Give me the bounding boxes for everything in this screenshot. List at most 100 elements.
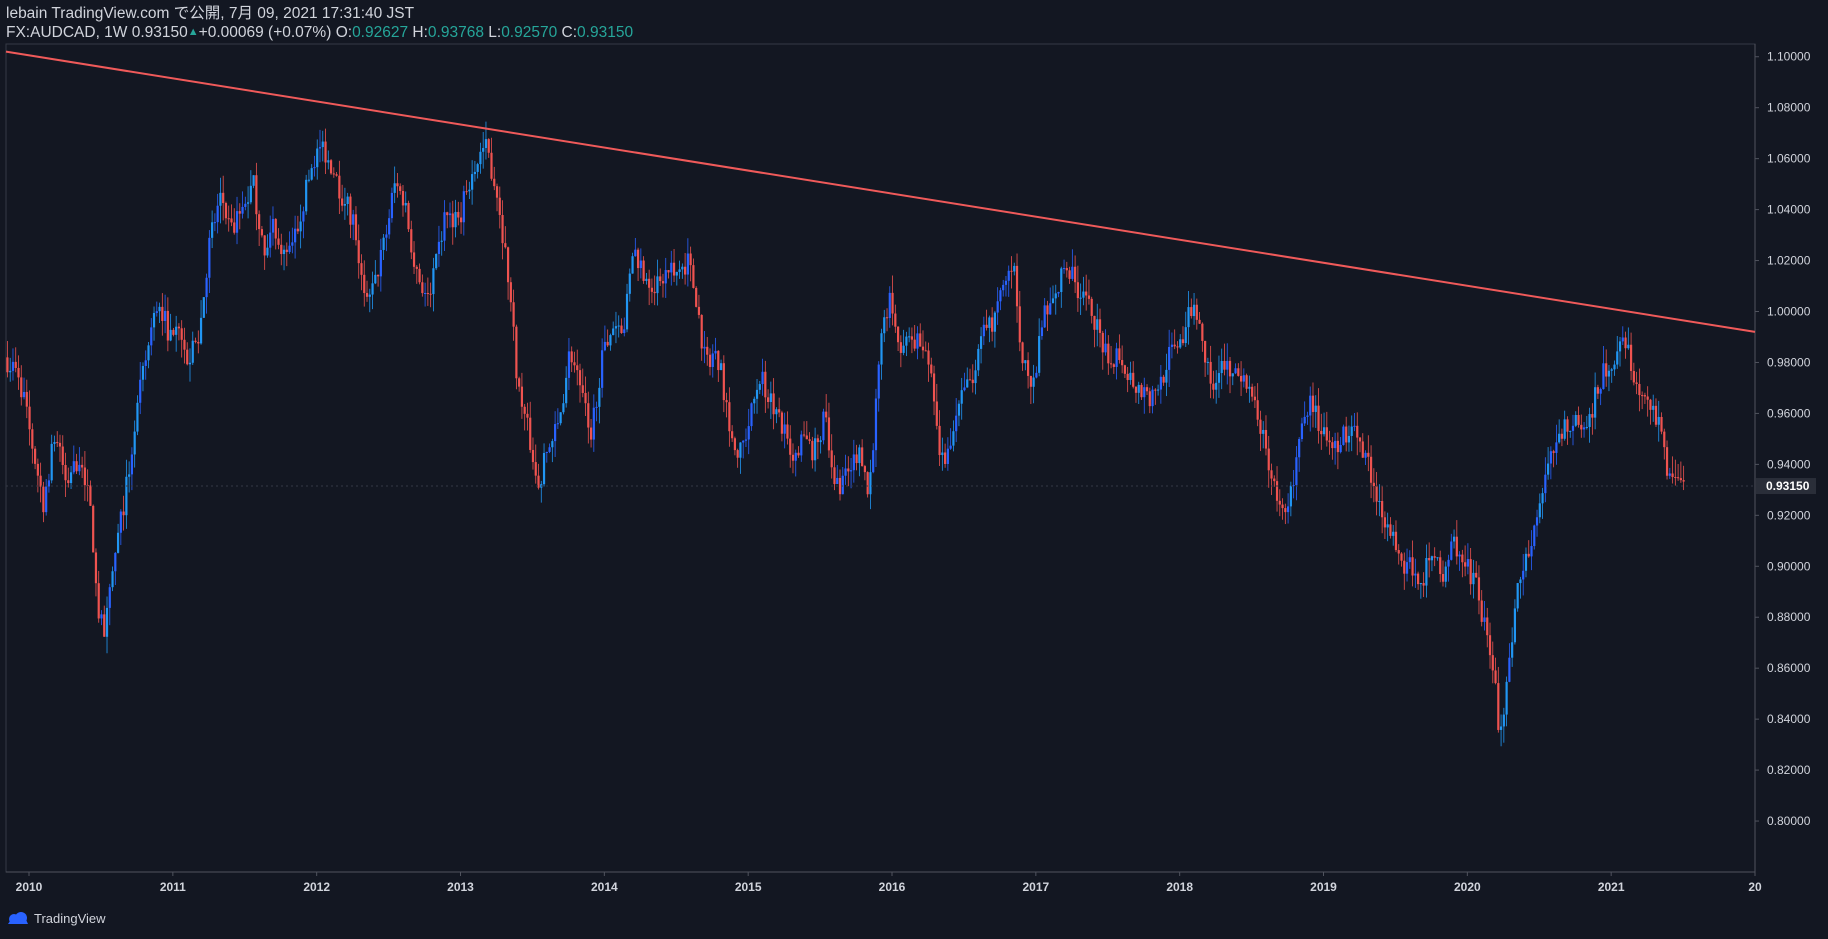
x-tick-label: 2021 — [1598, 880, 1625, 894]
candle-body — [971, 379, 974, 384]
candle-body — [993, 312, 997, 332]
candle-body — [786, 424, 789, 439]
candle-body — [1192, 304, 1196, 317]
candle-body — [703, 346, 706, 349]
candle-body — [592, 407, 595, 440]
candle-body — [1217, 373, 1221, 383]
candle-body — [1303, 416, 1306, 424]
candle-body — [1151, 389, 1154, 407]
candle-body — [587, 403, 590, 428]
candle-body — [249, 185, 252, 203]
candle-body — [979, 336, 983, 349]
candle-body — [1632, 370, 1635, 383]
candle-body — [382, 237, 385, 250]
candle-body — [534, 462, 537, 476]
candle-body — [410, 229, 413, 253]
y-tick-label: 1.06000 — [1767, 152, 1811, 166]
candle-body — [977, 348, 980, 371]
candle-body — [291, 242, 294, 246]
candle-body — [1336, 440, 1339, 453]
candle-body — [783, 424, 786, 434]
candle-body — [946, 448, 949, 464]
candle-body — [1234, 368, 1237, 374]
candle-body — [487, 139, 490, 153]
candle-body — [426, 292, 429, 294]
candle-body — [899, 342, 902, 353]
candle-body — [116, 532, 120, 553]
candle-body — [1256, 400, 1259, 420]
candle-body — [459, 217, 463, 223]
candle-body — [1278, 500, 1281, 505]
footer-brand[interactable]: TradingView — [6, 910, 106, 926]
candle-body — [921, 346, 925, 351]
candle-body — [172, 329, 175, 335]
candle-body — [537, 475, 540, 488]
candle-body — [896, 326, 900, 343]
y-tick-label: 0.94000 — [1767, 457, 1811, 471]
candle-body — [1361, 441, 1364, 458]
candle-body — [1038, 336, 1041, 373]
candle-body — [1643, 395, 1647, 397]
candle-body — [1378, 501, 1381, 503]
candle-body — [1002, 284, 1005, 291]
candle-body — [14, 361, 17, 368]
trendline[interactable] — [5, 50, 1756, 333]
candle-body — [1104, 343, 1107, 353]
candle-body — [1428, 557, 1431, 561]
candle-body — [128, 474, 131, 477]
candle-body — [1522, 570, 1525, 580]
candle-body — [1339, 444, 1342, 453]
candle-body — [401, 190, 405, 206]
candle-body — [670, 262, 673, 273]
candle-body — [1184, 327, 1187, 344]
candle-body — [562, 403, 565, 413]
candle-body — [1062, 268, 1066, 270]
candle-body — [880, 333, 883, 365]
candle-body — [1417, 573, 1420, 585]
candle-body — [941, 452, 944, 456]
candle-body — [1043, 305, 1046, 328]
candle-body — [775, 409, 778, 415]
candle-body — [1616, 351, 1619, 365]
candle-body — [833, 467, 836, 485]
candle-body — [1560, 433, 1564, 439]
candle-body — [1497, 683, 1500, 730]
candle-body — [554, 424, 557, 442]
candle-body — [1461, 554, 1464, 563]
candle-body — [861, 447, 864, 467]
candle-body — [302, 211, 305, 222]
candle-body — [255, 175, 258, 215]
candle-body — [9, 370, 12, 373]
candle-body — [1392, 531, 1395, 536]
candle-body — [847, 468, 850, 472]
candle-body — [462, 191, 465, 223]
candle-body — [623, 329, 626, 334]
candle-body — [1286, 506, 1290, 513]
candle-body — [274, 218, 277, 239]
candle-body — [1574, 414, 1577, 426]
candle-body — [1079, 297, 1082, 299]
candle-body — [175, 326, 178, 335]
candle-body — [1671, 473, 1674, 478]
candle-body — [1098, 319, 1102, 333]
candle-body — [365, 293, 369, 297]
x-axis-labels: 2010 2011 2012 2013 2014 2015 2016 2017 2018 2019… — [16, 872, 1762, 894]
candle-body — [357, 240, 360, 264]
x-tick-label: 2012 — [303, 880, 330, 894]
candle-body — [1530, 546, 1533, 557]
y-tick-label: 0.98000 — [1767, 355, 1811, 369]
candle-body — [1162, 376, 1165, 383]
candle-body — [471, 174, 474, 190]
candle-body — [183, 339, 186, 350]
candle-body — [1654, 405, 1658, 425]
candle-body — [230, 218, 233, 223]
candle-body — [235, 211, 239, 233]
candle-body — [548, 447, 551, 452]
candle-body — [506, 247, 510, 283]
candle-body — [1013, 265, 1016, 272]
candle-body — [1325, 427, 1328, 441]
candle-body — [363, 274, 366, 294]
candle-body — [385, 234, 388, 238]
candle-body — [1018, 306, 1021, 343]
